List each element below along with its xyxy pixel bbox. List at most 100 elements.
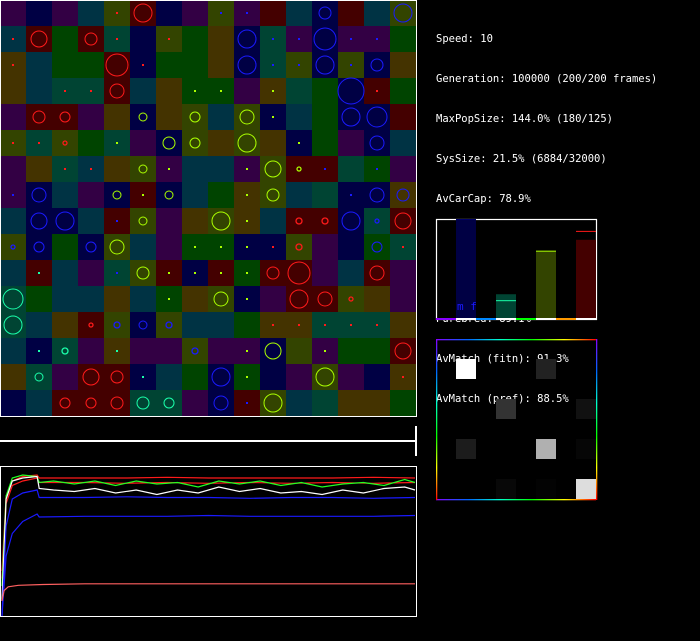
organism-circle (315, 367, 335, 387)
organism-dot (272, 90, 274, 92)
grid-cell (364, 390, 390, 416)
matrix-border-left (436, 339, 438, 500)
grid-cell (312, 104, 338, 130)
grid-cell (52, 52, 78, 78)
grid-cell (104, 104, 130, 130)
grid-cell (26, 364, 52, 390)
grid-cell (104, 182, 130, 208)
bar-panel: m f (435, 218, 598, 321)
grid-cell (338, 0, 364, 26)
stat-sys-size: SysSize: 21.5% (6884/32000) (436, 153, 607, 165)
grid-cell (182, 52, 208, 78)
grid-cell (182, 0, 208, 26)
organism-circle (59, 397, 71, 409)
stat-max-pop-size: MaxPopSize: 144.0% (180/125) (436, 113, 614, 125)
organism-dot (12, 38, 14, 40)
grid-cell (104, 312, 130, 338)
grid-cell (390, 390, 416, 416)
grid-cell (390, 286, 416, 312)
divider-line (0, 440, 416, 442)
grid-cell (312, 260, 338, 286)
grid-cell (78, 364, 104, 390)
matrix-cell (576, 439, 596, 459)
organism-marker (88, 322, 94, 328)
bar (456, 219, 476, 318)
organism-dot (246, 350, 248, 352)
grid-cell (26, 182, 52, 208)
organism-circle (213, 291, 229, 307)
matrix-cell (496, 399, 516, 419)
organism-circle (84, 32, 98, 46)
organism-circle (211, 367, 231, 387)
grid-cell (390, 312, 416, 338)
grid-cell (312, 208, 338, 234)
grid-cell (390, 156, 416, 182)
grid-cell (0, 260, 26, 286)
grid-cell (286, 390, 312, 416)
grid-cell (52, 390, 78, 416)
grid-cell (390, 208, 416, 234)
organism-circle (164, 190, 174, 200)
organism-circle (264, 160, 282, 178)
grid-cell (234, 312, 260, 338)
grid-cell (364, 130, 390, 156)
grid-cell (26, 0, 52, 26)
organism-circle (396, 188, 410, 202)
grid-cell (0, 104, 26, 130)
grid-cell (52, 182, 78, 208)
organism-dot (194, 272, 196, 274)
bar-axis-segment (436, 318, 456, 320)
matrix-cell (536, 439, 556, 459)
grid-cell (26, 52, 52, 78)
grid-cell (104, 156, 130, 182)
plot-series-line (1, 489, 416, 617)
organism-circle (82, 368, 100, 386)
organism-circle (369, 187, 385, 203)
grid-cell (286, 182, 312, 208)
organism-dot (376, 324, 378, 326)
organism-dot (116, 38, 118, 40)
grid-cell (130, 78, 156, 104)
grid-cell (364, 364, 390, 390)
bar-marker (576, 230, 596, 232)
grid-cell (312, 26, 338, 52)
bar (576, 239, 596, 318)
organism-circle (394, 212, 412, 230)
organism-marker (61, 347, 69, 355)
grid-cell (26, 26, 52, 52)
organism-dot (12, 142, 14, 144)
grid-cell (0, 208, 26, 234)
organism-dot (38, 142, 40, 144)
grid-cell (182, 364, 208, 390)
organism-circle (369, 135, 385, 151)
grid-cell (364, 208, 390, 234)
grid-cell (286, 156, 312, 182)
grid-cell (104, 286, 130, 312)
bar-axis-segment (536, 318, 556, 320)
matrix-border-bottom (436, 499, 596, 501)
grid-cell (78, 390, 104, 416)
grid-cell (312, 390, 338, 416)
grid-cell (338, 78, 364, 104)
grid-cell (0, 390, 26, 416)
world-grid[interactable] (0, 0, 418, 418)
organism-dot (90, 168, 92, 170)
organism-dot (90, 90, 92, 92)
stat-generation: Generation: 100000 (200/200 frames) (436, 73, 658, 85)
grid-cell (156, 234, 182, 260)
grid-cell (52, 130, 78, 156)
grid-cell (78, 104, 104, 130)
grid-cell (364, 338, 390, 364)
grid-cell (156, 78, 182, 104)
organism-circle (394, 342, 412, 360)
organism-circle (136, 396, 150, 410)
organism-dot (220, 246, 222, 248)
grid-cell (104, 364, 130, 390)
organism-circle (30, 30, 48, 48)
grid-cell (338, 156, 364, 182)
matrix-cell (456, 359, 476, 379)
organism-marker (321, 217, 329, 225)
organism-circle (85, 241, 97, 253)
grid-cell (156, 338, 182, 364)
organism-marker (165, 321, 173, 329)
